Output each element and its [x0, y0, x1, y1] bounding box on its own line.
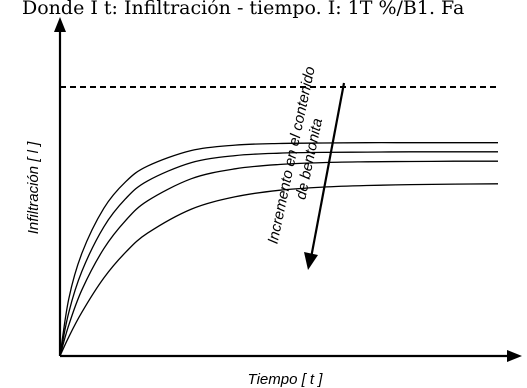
series-line-2 — [59, 151, 498, 357]
series-line-3 — [59, 160, 498, 357]
annotation-arrowhead — [304, 252, 318, 270]
series-line-1 — [59, 142, 498, 357]
y-axis-arrowhead — [54, 17, 66, 32]
bentonite-annotation: Incremento en el contenido de bentonita — [265, 65, 327, 246]
x-axis-label: Tiempo [ t ] — [248, 371, 324, 388]
annotation-arrow-shaft — [309, 82, 346, 259]
series-line-4 — [59, 183, 499, 357]
series-curves — [59, 142, 499, 357]
caption-text: Donde I t: Infiltración - tiempo. I: 1T … — [22, 0, 464, 19]
y-axis-label: Infiltración [ l ] — [25, 141, 42, 234]
x-axis-arrowhead — [507, 350, 522, 362]
